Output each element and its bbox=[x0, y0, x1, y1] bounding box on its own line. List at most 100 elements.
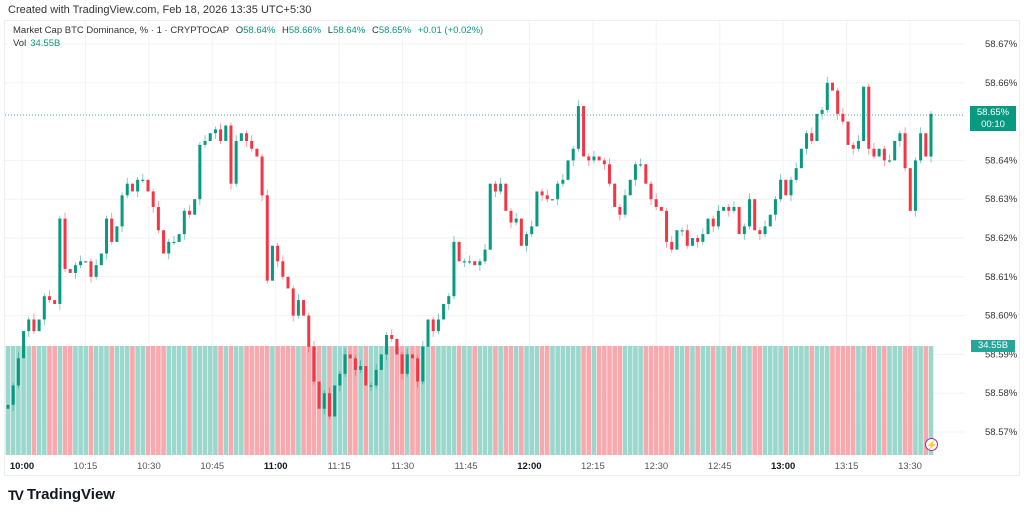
lightning-icon[interactable]: ⚡ bbox=[925, 438, 938, 451]
price-tick-label: 58.63% bbox=[985, 194, 1018, 205]
candle-body bbox=[618, 206, 622, 215]
candle-body bbox=[763, 226, 767, 235]
volume-bar bbox=[182, 346, 187, 455]
volume-bar bbox=[202, 346, 208, 455]
candle-body bbox=[234, 141, 238, 184]
candle-body bbox=[545, 195, 549, 200]
volume-bar bbox=[368, 346, 374, 455]
volume-bar bbox=[218, 346, 223, 455]
volume-bar bbox=[612, 346, 617, 455]
volume-bar bbox=[36, 346, 42, 455]
candle-body bbox=[146, 179, 150, 192]
candle-body bbox=[198, 144, 202, 200]
volume-bar bbox=[187, 346, 192, 455]
candle-body bbox=[716, 210, 720, 227]
volume-bar bbox=[207, 346, 213, 455]
candle-body bbox=[203, 141, 207, 145]
candle-body bbox=[685, 230, 689, 246]
volume-bar bbox=[301, 346, 306, 455]
volume-bar bbox=[565, 346, 571, 455]
candle-body bbox=[431, 319, 435, 332]
candle-body bbox=[550, 199, 554, 201]
volume-bar bbox=[467, 346, 472, 455]
volume-bar bbox=[897, 346, 903, 455]
candle-body bbox=[836, 90, 840, 114]
candle-body bbox=[696, 238, 700, 242]
candle-body bbox=[768, 214, 772, 227]
volume-bar bbox=[799, 346, 804, 455]
candle-body bbox=[447, 296, 451, 304]
candle-body bbox=[343, 354, 347, 374]
volume-bar bbox=[524, 346, 529, 455]
candle-body bbox=[379, 354, 383, 370]
time-tick-label: 10:00 bbox=[10, 461, 34, 472]
price-tick-label: 58.67% bbox=[985, 39, 1018, 50]
candle-body bbox=[488, 183, 492, 250]
volume-bar bbox=[83, 346, 89, 455]
price-tick-label: 58.59% bbox=[985, 349, 1018, 360]
volume-bar bbox=[762, 346, 768, 455]
candle-body bbox=[172, 241, 176, 244]
volume-bar bbox=[306, 346, 312, 455]
volume-bar bbox=[493, 346, 498, 455]
candle-body bbox=[400, 354, 404, 374]
volume-bar bbox=[529, 346, 535, 455]
candle-body bbox=[177, 234, 181, 242]
volume-bar bbox=[824, 346, 830, 455]
volume-bar bbox=[415, 346, 420, 455]
volume-bar bbox=[93, 346, 99, 455]
candle-body bbox=[867, 86, 871, 149]
volume-bar bbox=[498, 346, 503, 455]
volume-bar bbox=[835, 346, 840, 455]
volume-bar bbox=[814, 346, 820, 455]
candle-body bbox=[250, 141, 254, 149]
candle-body bbox=[416, 358, 420, 382]
candle-body bbox=[644, 164, 648, 184]
candle-body bbox=[307, 315, 311, 347]
candle-body bbox=[659, 206, 663, 211]
volume-bar bbox=[446, 346, 452, 455]
volume-bar bbox=[508, 346, 514, 455]
candle-body bbox=[213, 129, 217, 134]
volume-bar bbox=[57, 346, 63, 455]
candle-body bbox=[483, 249, 487, 262]
volume-bar bbox=[228, 346, 234, 455]
candle-body bbox=[364, 366, 368, 386]
candle-body bbox=[608, 164, 612, 184]
time-tick-label: 11:15 bbox=[328, 461, 351, 472]
candle-body bbox=[913, 160, 917, 211]
volume-bar bbox=[290, 346, 296, 455]
candle-body bbox=[530, 226, 534, 235]
volume-bar bbox=[379, 346, 384, 455]
price-tick-label: 58.57% bbox=[985, 427, 1018, 438]
candle-body bbox=[219, 129, 223, 141]
candle-body bbox=[566, 160, 570, 180]
candle-body bbox=[732, 206, 736, 211]
symbol-title: Market Cap BTC Dominance, % · 1 · CRYPTO… bbox=[13, 25, 230, 36]
volume-bar bbox=[840, 346, 846, 455]
candle-body bbox=[105, 218, 109, 254]
candle-body bbox=[338, 373, 342, 386]
candle-body bbox=[53, 300, 57, 304]
candle-body bbox=[789, 179, 793, 196]
candle-body bbox=[587, 156, 591, 161]
volume-bar bbox=[410, 346, 415, 455]
volume-legend: Vol 34.55B bbox=[13, 38, 61, 49]
candle-body bbox=[794, 168, 798, 180]
candle-body bbox=[639, 164, 643, 166]
volume-bar bbox=[373, 346, 379, 455]
volume-bar bbox=[487, 346, 493, 455]
volume-bar bbox=[892, 346, 897, 455]
candle-body bbox=[888, 160, 892, 162]
chart-frame[interactable] bbox=[4, 20, 1020, 476]
candle-body bbox=[405, 354, 409, 374]
volume-bar bbox=[389, 346, 395, 455]
tradingview-logo[interactable]: TV TradingView bbox=[8, 486, 115, 503]
candle-body bbox=[597, 156, 601, 161]
volume-bar bbox=[436, 346, 441, 455]
candle-body bbox=[711, 218, 715, 227]
candle-body bbox=[369, 385, 373, 387]
volume-bar bbox=[747, 346, 752, 455]
candle-body bbox=[514, 218, 518, 223]
